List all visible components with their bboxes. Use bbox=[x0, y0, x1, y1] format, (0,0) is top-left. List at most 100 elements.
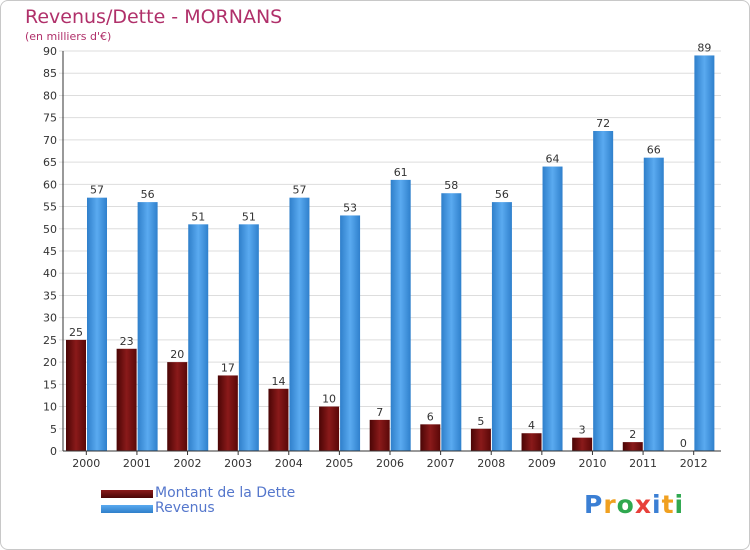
chart-title: Revenus/Dette - MORNANS bbox=[25, 6, 283, 28]
logo-letter: r bbox=[603, 490, 617, 519]
debt-value-label: 23 bbox=[120, 335, 134, 348]
x-tick-label: 2008 bbox=[477, 457, 505, 470]
x-tick-label: 2005 bbox=[325, 457, 353, 470]
revenue-value-label: 53 bbox=[343, 201, 357, 214]
revenue-value-label: 56 bbox=[141, 188, 155, 201]
debt-bar bbox=[268, 388, 289, 451]
y-tick-label: 85 bbox=[43, 67, 57, 80]
revenue-bar bbox=[238, 224, 259, 451]
revenue-value-label: 51 bbox=[191, 210, 205, 223]
y-tick-label: 55 bbox=[43, 201, 57, 214]
y-tick-label: 45 bbox=[43, 245, 57, 258]
y-tick-label: 50 bbox=[43, 223, 57, 236]
grid-lines bbox=[59, 50, 721, 452]
revenue-value-label: 56 bbox=[495, 188, 509, 201]
logo-letter: o bbox=[616, 490, 635, 519]
y-tick-label: 80 bbox=[43, 89, 57, 102]
revenue-bar bbox=[390, 179, 411, 451]
x-tick-label: 2009 bbox=[528, 457, 556, 470]
proxiti-logo: Proxiti bbox=[584, 490, 684, 519]
revenue-bar bbox=[593, 131, 614, 451]
debt-value-label: 4 bbox=[528, 419, 535, 432]
bars: 25 57 23 56 20 51 17 51 14 57 10 53 7 61 6 58 5 56 4 64 3 72 2… bbox=[66, 41, 715, 452]
chart-subtitle: (en milliers d'€) bbox=[25, 30, 112, 43]
legend-label-debt: Montant de la Dette bbox=[155, 485, 296, 501]
y-tick-label: 30 bbox=[43, 312, 57, 325]
debt-value-label: 25 bbox=[69, 326, 83, 339]
revenue-bar bbox=[491, 202, 512, 451]
x-tick-label: 2003 bbox=[224, 457, 252, 470]
y-tick-label: 10 bbox=[43, 401, 57, 414]
x-tick-label: 2004 bbox=[275, 457, 303, 470]
x-tick-label: 2001 bbox=[123, 457, 151, 470]
y-tick-label: 25 bbox=[43, 334, 57, 347]
debt-value-label: 20 bbox=[170, 348, 184, 361]
revenue-value-label: 51 bbox=[242, 210, 256, 223]
logo-letter: x bbox=[634, 490, 652, 519]
debt-bar bbox=[319, 406, 340, 451]
logo-letter: i bbox=[674, 490, 685, 519]
debt-value-label: 6 bbox=[427, 410, 434, 423]
legend-swatch-debt bbox=[101, 490, 153, 498]
debt-value-label: 3 bbox=[579, 424, 586, 437]
y-tick-label: 15 bbox=[43, 378, 57, 391]
x-tick-label: 2012 bbox=[680, 457, 708, 470]
debt-value-label: 5 bbox=[477, 415, 484, 428]
debt-bar bbox=[470, 428, 491, 451]
revenue-value-label: 72 bbox=[596, 117, 610, 130]
x-tick-label: 2000 bbox=[72, 457, 100, 470]
x-tick-label: 2011 bbox=[629, 457, 657, 470]
revenue-bar bbox=[289, 197, 310, 451]
debt-value-label: 17 bbox=[221, 361, 235, 374]
revenue-value-label: 61 bbox=[394, 166, 408, 179]
debt-value-label: 10 bbox=[322, 393, 336, 406]
x-tick-label: 2002 bbox=[174, 457, 202, 470]
y-tick-label: 35 bbox=[43, 289, 57, 302]
debt-value-label: 7 bbox=[376, 406, 383, 419]
legend-swatch-revenue bbox=[101, 505, 153, 513]
revenue-value-label: 64 bbox=[546, 153, 560, 166]
debt-bar bbox=[116, 348, 137, 451]
revenue-bar bbox=[188, 224, 209, 451]
logo-letter: i bbox=[652, 490, 662, 519]
revenue-value-label: 66 bbox=[647, 144, 661, 157]
x-tick-label: 2007 bbox=[427, 457, 455, 470]
revenue-value-label: 57 bbox=[90, 184, 104, 197]
legend-label-revenue: Revenus bbox=[155, 500, 215, 516]
y-tick-label: 20 bbox=[43, 356, 57, 369]
revenue-bar bbox=[137, 202, 158, 451]
y-tick-label: 60 bbox=[43, 178, 57, 191]
debt-value-label: 2 bbox=[629, 428, 636, 441]
revenue-bar bbox=[643, 157, 664, 451]
revenue-value-label: 57 bbox=[292, 184, 306, 197]
axes: 0510152025303540455055606570758085902000… bbox=[43, 45, 721, 470]
x-tick-label: 2010 bbox=[578, 457, 606, 470]
y-tick-label: 0 bbox=[50, 445, 57, 458]
revenue-bar bbox=[87, 197, 107, 451]
y-tick-label: 65 bbox=[43, 156, 57, 169]
revenue-bar bbox=[441, 193, 462, 451]
x-tick-label: 2006 bbox=[376, 457, 404, 470]
debt-bar bbox=[572, 437, 593, 451]
y-tick-label: 90 bbox=[43, 45, 57, 58]
revenue-value-label: 89 bbox=[697, 41, 711, 54]
debt-bar bbox=[66, 339, 86, 451]
debt-bar bbox=[622, 442, 643, 451]
y-tick-label: 70 bbox=[43, 134, 57, 147]
logo-letter: t bbox=[661, 490, 675, 519]
revenue-bar bbox=[542, 166, 563, 452]
revenue-bar bbox=[340, 215, 361, 451]
y-tick-label: 5 bbox=[50, 423, 57, 436]
y-tick-label: 40 bbox=[43, 267, 57, 280]
debt-value-label: 14 bbox=[271, 375, 285, 388]
revenue-value-label: 58 bbox=[444, 179, 458, 192]
debt-bar bbox=[521, 433, 542, 451]
logo-letter: P bbox=[584, 490, 604, 519]
debt-bar bbox=[217, 375, 238, 451]
debt-bar bbox=[167, 362, 188, 451]
debt-bar bbox=[420, 424, 441, 451]
revenue-bar bbox=[694, 55, 715, 451]
y-tick-label: 75 bbox=[43, 112, 57, 125]
